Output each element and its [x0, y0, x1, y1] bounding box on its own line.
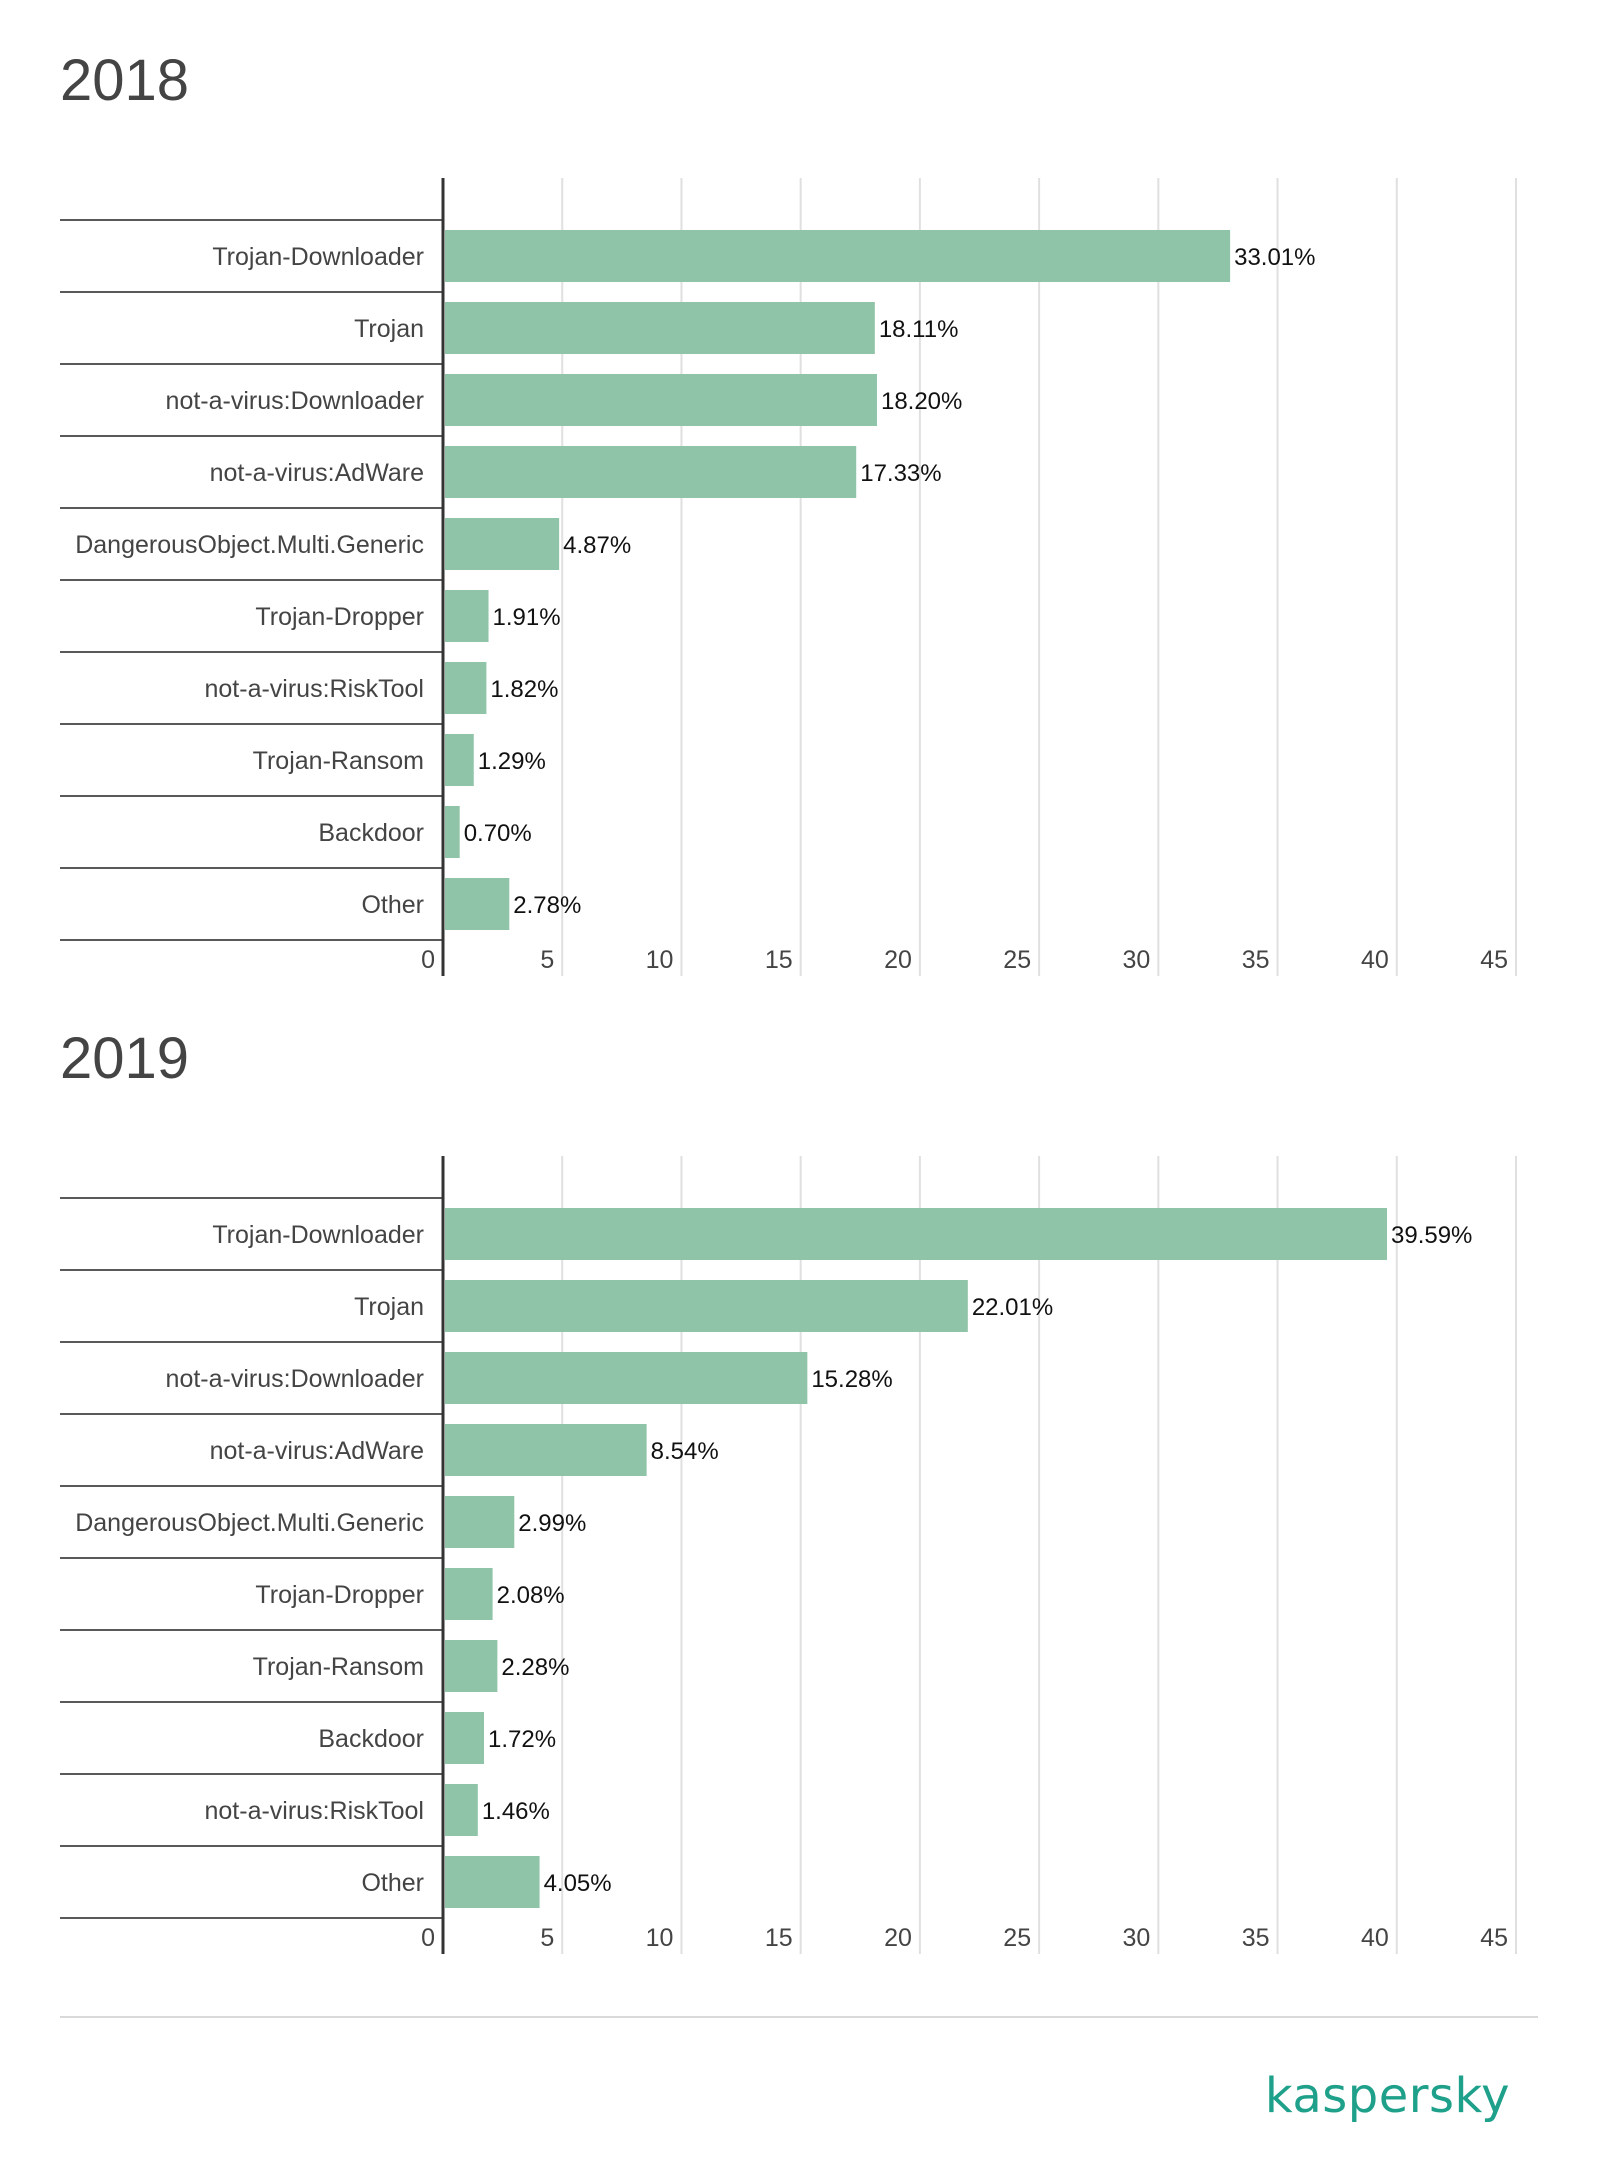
- x-tick-label: 40: [1361, 1924, 1389, 1952]
- category-label: not-a-virus:Downloader: [166, 387, 424, 415]
- x-tick-label: 15: [765, 1924, 793, 1952]
- data-label: 4.87%: [563, 532, 631, 559]
- category-label: Trojan-Dropper: [255, 1581, 424, 1609]
- bar: [445, 1280, 968, 1332]
- data-label: 1.29%: [478, 748, 546, 775]
- bar: [445, 1496, 515, 1548]
- category-label: not-a-virus:RiskTool: [204, 1797, 424, 1825]
- x-tick-label: 40: [1361, 946, 1389, 974]
- x-tick-label: 10: [646, 946, 674, 974]
- x-tick-label: 35: [1242, 946, 1270, 974]
- x-tick-label: 0: [421, 946, 435, 974]
- bar: [445, 1208, 1388, 1260]
- bar: [445, 662, 487, 714]
- category-label: Trojan-Ransom: [253, 1653, 424, 1681]
- bar: [445, 446, 857, 498]
- x-tick-label: 0: [421, 1924, 435, 1952]
- category-label: Trojan-Dropper: [255, 603, 424, 631]
- bar-chart-2018: Trojan-Downloader 33.01% Trojan 18.11% not-a…: [60, 178, 1517, 976]
- bar: [445, 806, 460, 858]
- footer-divider: [60, 2016, 1538, 2018]
- chart-2018: 2018 Trojan-Downloader 33.01% Trojan 18.11%…: [0, 0, 1600, 980]
- x-tick-label: 10: [646, 1924, 674, 1952]
- bar: [445, 878, 510, 930]
- x-tick-label: 45: [1480, 946, 1508, 974]
- bar: [445, 1640, 498, 1692]
- bar: [445, 1568, 493, 1620]
- data-label: 2.28%: [501, 1654, 569, 1681]
- bar: [445, 374, 877, 426]
- category-label: Other: [361, 1869, 424, 1897]
- x-tick-label: 35: [1242, 1924, 1270, 1952]
- bar: [445, 1856, 540, 1908]
- data-label: 33.01%: [1234, 244, 1315, 271]
- data-label: 39.59%: [1391, 1222, 1472, 1249]
- data-label: 18.11%: [879, 316, 959, 343]
- data-label: 15.28%: [811, 1366, 892, 1393]
- chart-title: 2019: [60, 1026, 190, 1091]
- data-label: 1.72%: [488, 1726, 556, 1753]
- x-tick-label: 5: [540, 1924, 554, 1952]
- data-label: 1.91%: [493, 604, 561, 631]
- category-label: Backdoor: [318, 1725, 424, 1753]
- bar: [445, 1712, 485, 1764]
- x-tick-label: 25: [1003, 946, 1031, 974]
- data-label: 18.20%: [881, 388, 962, 415]
- x-tick-label: 30: [1123, 1924, 1151, 1952]
- bar-chart-2019: Trojan-Downloader 39.59% Trojan 22.01% not-a…: [60, 1156, 1517, 1954]
- x-tick-label: 25: [1003, 1924, 1031, 1952]
- bar: [445, 1352, 808, 1404]
- data-label: 1.82%: [490, 676, 558, 703]
- category-label: Trojan-Downloader: [212, 1221, 424, 1249]
- data-label: 2.99%: [518, 1510, 586, 1537]
- category-label: Trojan: [354, 315, 424, 343]
- data-label: 4.05%: [544, 1870, 612, 1897]
- category-label: not-a-virus:RiskTool: [204, 675, 424, 703]
- category-label: Other: [361, 891, 424, 919]
- x-tick-label: 45: [1480, 1924, 1508, 1952]
- category-label: not-a-virus:AdWare: [210, 459, 424, 487]
- bar: [445, 1424, 647, 1476]
- bar: [445, 590, 489, 642]
- data-label: 17.33%: [860, 460, 941, 487]
- category-label: not-a-virus:AdWare: [210, 1437, 424, 1465]
- category-label: not-a-virus:Downloader: [166, 1365, 424, 1393]
- category-label: DangerousObject.Multi.Generic: [75, 1509, 424, 1537]
- chart-2019: 2019 Trojan-Downloader 39.59% Trojan 22.01%…: [0, 978, 1600, 1958]
- x-tick-label: 5: [540, 946, 554, 974]
- category-label: DangerousObject.Multi.Generic: [75, 531, 424, 559]
- bar: [445, 230, 1231, 282]
- bar: [445, 734, 474, 786]
- x-tick-label: 15: [765, 946, 793, 974]
- data-label: 22.01%: [972, 1294, 1053, 1321]
- kaspersky-logo: kaspersky: [1264, 2068, 1510, 2124]
- category-label: Trojan: [354, 1293, 424, 1321]
- category-label: Backdoor: [318, 819, 424, 847]
- data-label: 1.46%: [482, 1798, 550, 1825]
- data-label: 2.78%: [513, 892, 581, 919]
- bar: [445, 1784, 478, 1836]
- x-tick-label: 20: [884, 946, 912, 974]
- category-label: Trojan-Ransom: [253, 747, 424, 775]
- bar: [445, 518, 560, 570]
- bar: [445, 302, 875, 354]
- data-label: 8.54%: [651, 1438, 719, 1465]
- category-label: Trojan-Downloader: [212, 243, 424, 271]
- x-tick-label: 30: [1123, 946, 1151, 974]
- data-label: 0.70%: [464, 820, 532, 847]
- x-tick-label: 20: [884, 1924, 912, 1952]
- chart-title: 2018: [60, 48, 190, 113]
- data-label: 2.08%: [497, 1582, 565, 1609]
